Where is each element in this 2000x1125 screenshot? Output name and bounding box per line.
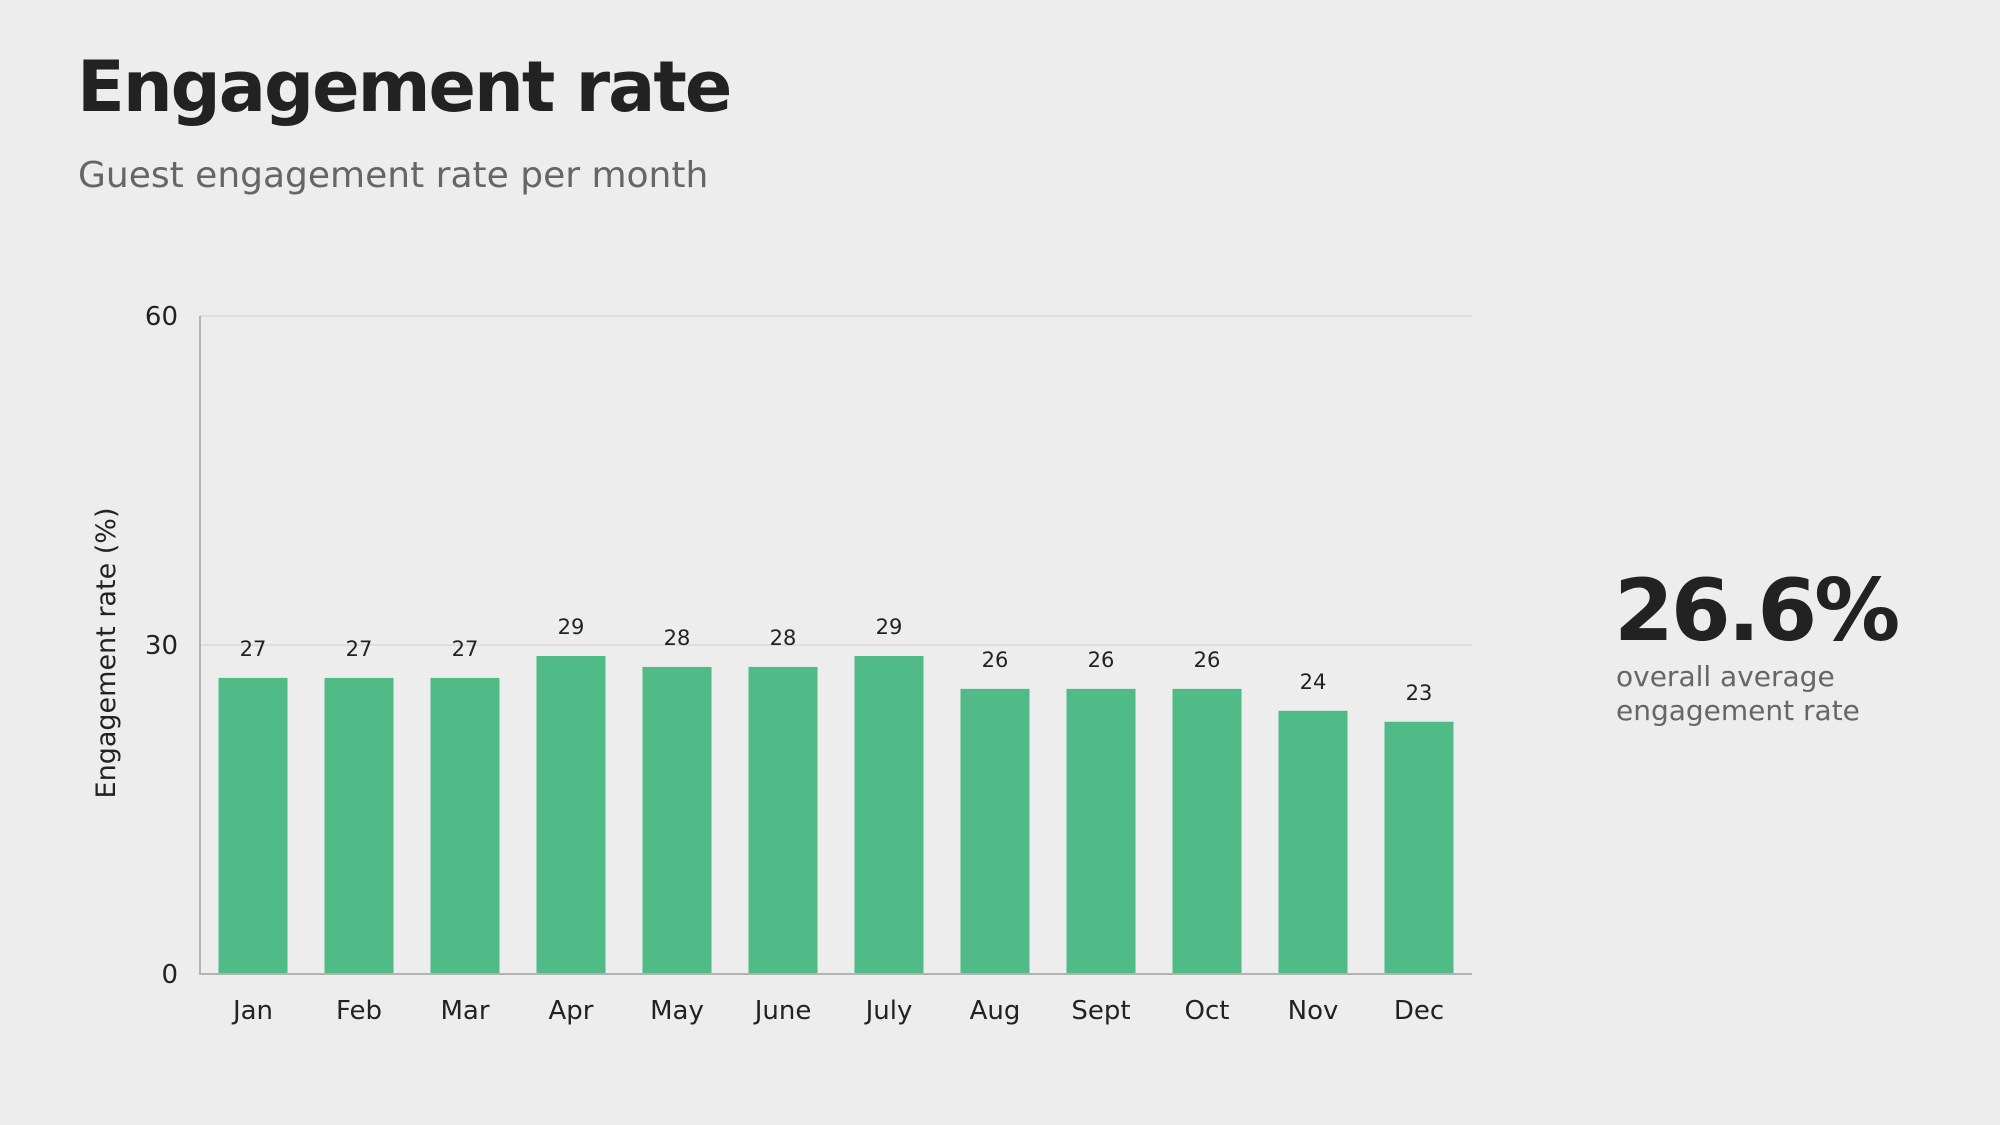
bar — [854, 655, 924, 974]
page-title: Engagement rate — [77, 46, 732, 128]
y-axis-title: Engagement rate (%) — [91, 508, 122, 799]
axes — [199, 316, 1472, 975]
x-tick-label: Aug — [970, 996, 1021, 1026]
kpi-label: overall average engagement rate — [1616, 660, 1860, 727]
data-label: 29 — [876, 615, 903, 639]
x-tick-label: Nov — [1288, 996, 1339, 1026]
bar — [748, 666, 818, 974]
bar — [1278, 710, 1348, 974]
x-tick-label: Mar — [440, 996, 489, 1026]
data-label: 26 — [1088, 648, 1115, 672]
bar — [430, 677, 500, 974]
bar — [1066, 688, 1136, 974]
data-label: 27 — [240, 637, 267, 661]
data-label: 24 — [1300, 670, 1327, 694]
labels: 0 30 60 27 Jan 27 Feb 27 Mar 29 Apr 28 May 28 June 29 Ju… — [145, 302, 1444, 1026]
data-label: 29 — [558, 615, 585, 639]
data-label: 28 — [770, 626, 797, 650]
grid-lines — [200, 315, 1472, 646]
bars — [218, 655, 1454, 974]
x-tick-label: Dec — [1394, 996, 1444, 1026]
bar — [960, 688, 1030, 974]
data-label: 26 — [982, 648, 1009, 672]
data-label: 27 — [346, 637, 373, 661]
y-tick-label: 60 — [145, 302, 178, 332]
page-subtitle: Guest engagement rate per month — [78, 155, 709, 196]
data-label: 27 — [452, 637, 479, 661]
bar — [324, 677, 394, 974]
x-tick-label: Apr — [549, 996, 594, 1026]
bar — [1384, 721, 1454, 974]
data-label: 26 — [1194, 648, 1221, 672]
x-tick-label: Feb — [336, 996, 382, 1026]
bar — [1172, 688, 1242, 974]
bar — [642, 666, 712, 974]
y-tick-label: 0 — [161, 960, 178, 990]
data-label: 28 — [664, 626, 691, 650]
bar — [536, 655, 606, 974]
x-tick-label: May — [650, 996, 704, 1026]
bar — [218, 677, 288, 974]
x-tick-label: Oct — [1185, 996, 1230, 1026]
x-tick-label: Sept — [1071, 996, 1130, 1026]
data-label: 23 — [1406, 681, 1433, 705]
x-tick-label: Jan — [231, 996, 273, 1026]
y-tick-label: 30 — [145, 631, 178, 661]
kpi-value: 26.6% — [1614, 561, 1900, 661]
x-tick-label: June — [753, 996, 812, 1026]
x-tick-label: July — [864, 996, 913, 1026]
